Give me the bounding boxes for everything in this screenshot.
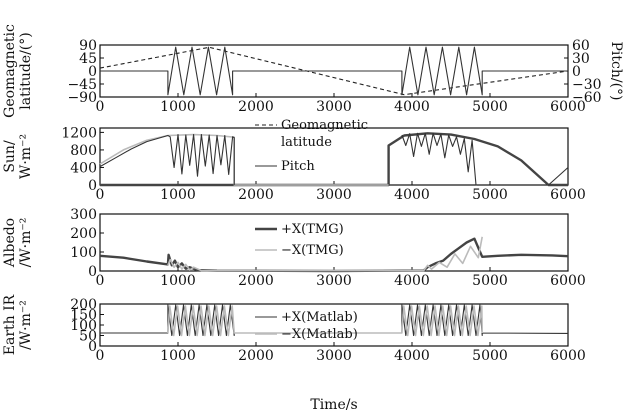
- series-line-sun-tail: [548, 167, 569, 186]
- x-tick-label: 0: [96, 187, 105, 203]
- y-axis-label: /W·m⁻²: [18, 300, 34, 350]
- x-tick-label: 2000: [238, 187, 274, 203]
- legend-label: +X(Matlab): [281, 310, 358, 325]
- x-tick-label: 3000: [316, 99, 352, 115]
- x-tick-label: 6000: [550, 348, 586, 364]
- x-tick-label: 5000: [472, 273, 508, 289]
- x-tick-label: 3000: [316, 273, 352, 289]
- y-axis-label: Sun/: [2, 140, 18, 173]
- x-tick-label: 3000: [316, 187, 352, 203]
- panel-sun: 0 1000 2000 3000 4000 5000 600012008004000Sun/…: [2, 118, 586, 203]
- y-tick-label: 150: [70, 308, 97, 324]
- legend-label: +X(TMG): [281, 222, 344, 237]
- x-tick-label: 4000: [394, 99, 430, 115]
- x-tick-label: 1000: [160, 273, 196, 289]
- series-line-ir-minus: [167, 305, 483, 337]
- series-line-sun-osc1: [99, 134, 235, 185]
- legend-label: Pitch: [281, 159, 315, 174]
- x-tick-label: 1000: [160, 348, 196, 364]
- x-tick-label: 2000: [238, 273, 274, 289]
- y-tick-label: 0: [88, 339, 97, 355]
- series-line-pitch: [100, 46, 568, 96]
- y2-tick-label: −30: [572, 77, 602, 93]
- y-tick-label: 400: [70, 160, 97, 176]
- y2-tick-label: 0: [572, 64, 581, 80]
- y-axis-label: Geomagnetic: [2, 24, 18, 118]
- y2-axis-label: Pitch/(°): [608, 41, 624, 100]
- y-tick-label: 0: [88, 64, 97, 80]
- y-tick-label: 800: [70, 143, 97, 159]
- legend-label: latitude: [281, 135, 332, 150]
- x-tick-label: 1000: [160, 187, 196, 203]
- series-line-ir-plus: [100, 304, 569, 337]
- series-line-sun-light: [99, 133, 389, 186]
- x-tick-label: 5000: [472, 187, 508, 203]
- y-axis-label: latitude/(°): [18, 32, 34, 109]
- x-tick-label: 2000: [238, 348, 274, 364]
- y-tick-label: 45: [79, 51, 97, 67]
- y-tick-label: 200: [70, 226, 97, 242]
- y-tick-label: 0: [88, 178, 97, 194]
- y-axis-label: Earth IR: [2, 294, 18, 355]
- y-axis-label: W·m⁻²: [18, 134, 34, 179]
- y-tick-label: 100: [70, 318, 97, 334]
- panel-earth-ir: 0 1000 2000 3000 4000 5000 6000200150100500Ear…: [2, 294, 586, 412]
- x-tick-label: 3000: [316, 348, 352, 364]
- y2-tick-label: −60: [572, 90, 602, 106]
- x-tick-label: 6000: [550, 99, 586, 115]
- series-line-alb-minus: [167, 236, 483, 272]
- y-tick-label: −45: [67, 77, 97, 93]
- x-tick-label: 6000: [550, 273, 586, 289]
- y-axis-label: /W·m⁻²: [18, 218, 34, 268]
- y-tick-label: 90: [79, 38, 97, 54]
- y-axis-label: Albedo: [2, 218, 18, 268]
- panel-geomagnetic-pitch: 0 1000 2000 3000 4000 5000 600090450−45−906030…: [2, 24, 624, 118]
- x-tick-label: 4000: [394, 348, 430, 364]
- y-tick-label: 300: [70, 207, 97, 223]
- x-tick-label: 4000: [394, 273, 430, 289]
- x-tick-label: 1000: [160, 99, 196, 115]
- y-tick-label: 1200: [61, 125, 97, 141]
- y-tick-label: 0: [88, 264, 97, 280]
- legend-label: −X(Matlab): [281, 327, 358, 342]
- x-tick-label: 2000: [238, 99, 274, 115]
- series-line-sun-osc2: [401, 132, 477, 186]
- series-line-sun-dark: [100, 132, 568, 187]
- y-tick-label: −90: [67, 90, 97, 106]
- legend-label: Geomagnetic: [281, 118, 368, 133]
- legend-label: −X(TMG): [281, 243, 344, 258]
- x-tick-label: 6000: [550, 187, 586, 203]
- x-tick-label: 4000: [394, 187, 430, 203]
- y-tick-label: 200: [70, 297, 97, 313]
- panel-albedo: 0 1000 2000 3000 4000 5000 60003002001000Albed…: [2, 207, 586, 289]
- x-axis-label: Time/s: [310, 397, 357, 412]
- x-tick-label: 0: [96, 348, 105, 364]
- x-tick-label: 5000: [472, 348, 508, 364]
- y2-tick-label: 30: [572, 51, 590, 67]
- y2-tick-label: 60: [572, 38, 590, 54]
- x-tick-label: 0: [96, 273, 105, 289]
- x-tick-label: 0: [96, 99, 105, 115]
- y-tick-label: 100: [70, 245, 97, 261]
- y-tick-label: 50: [79, 329, 97, 345]
- x-tick-label: 5000: [472, 99, 508, 115]
